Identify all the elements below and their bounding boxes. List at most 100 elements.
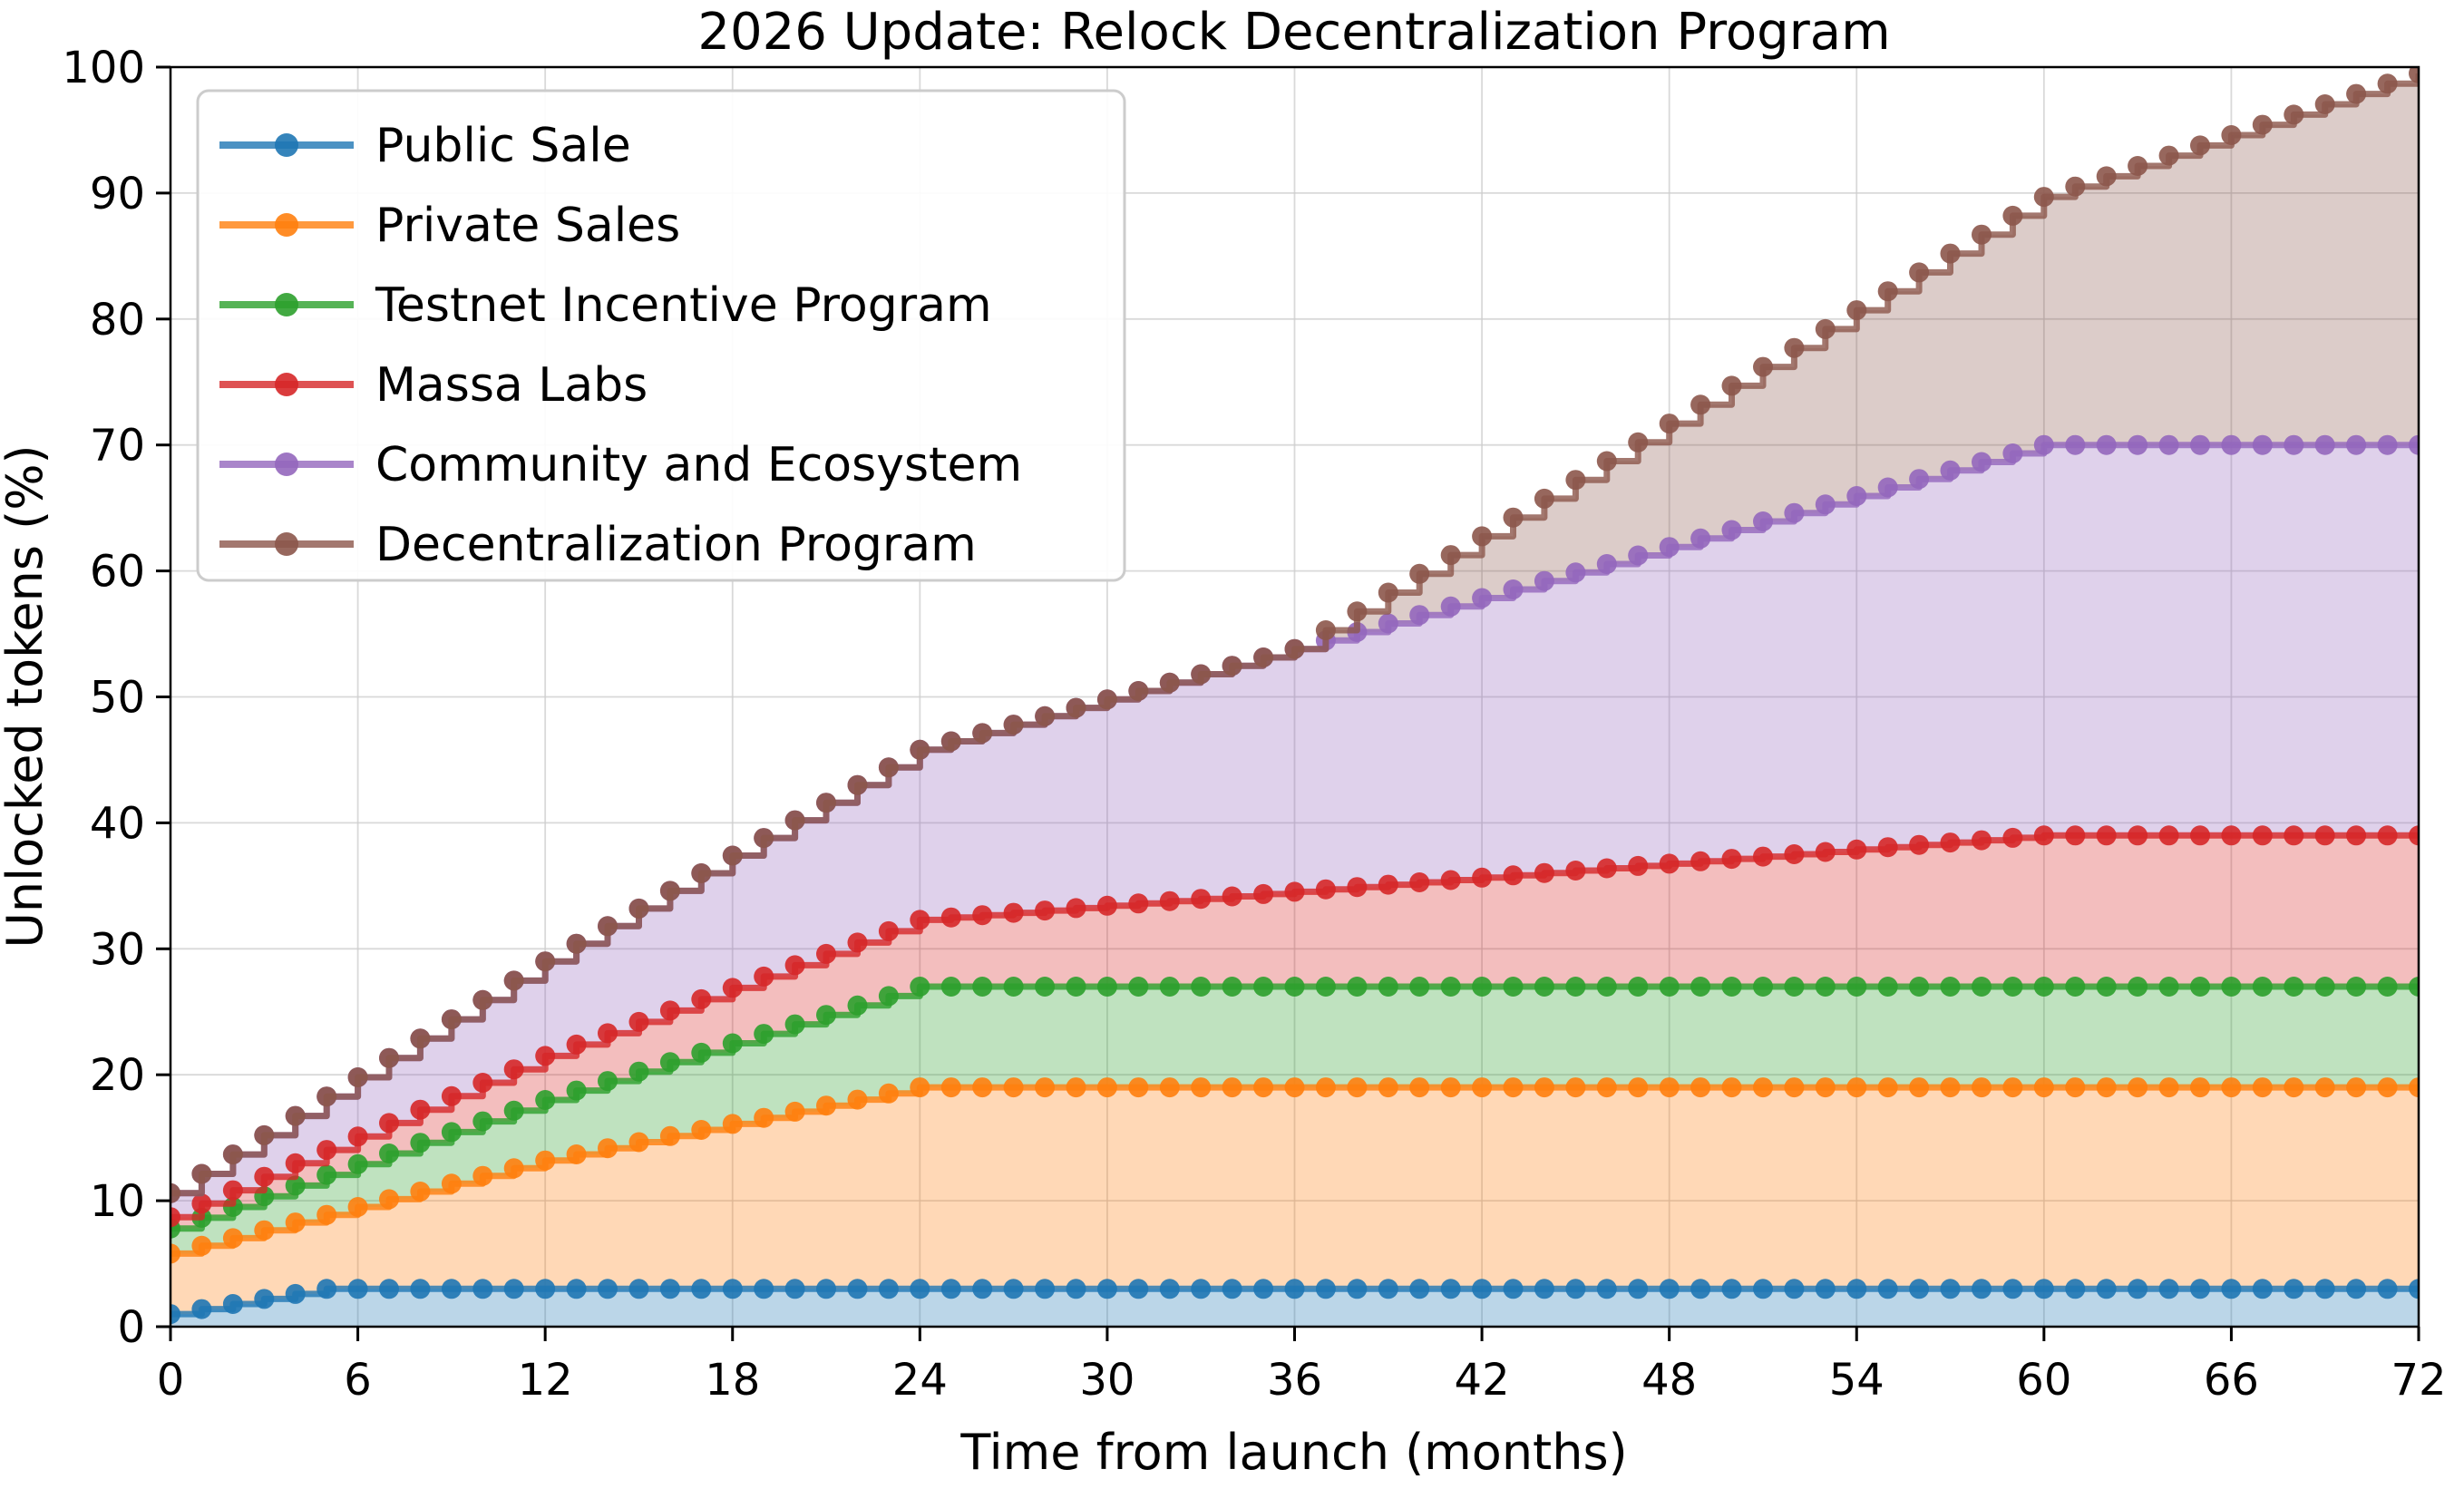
- data-point: [2252, 977, 2273, 997]
- series-public-sale: [170, 1279, 2419, 1325]
- data-point: [1284, 881, 1305, 902]
- legend: Public Sale Private Sales Testnet Incentiv…: [196, 89, 1126, 582]
- data-point: [1347, 601, 1368, 622]
- legend-label: Public Sale: [375, 119, 631, 173]
- data-point: [222, 1228, 243, 1249]
- x-tick-label: 6: [344, 1355, 372, 1406]
- legend-marker-sample: [275, 133, 298, 157]
- data-point: [1128, 1279, 1149, 1299]
- data-point: [1222, 656, 1242, 676]
- data-point: [2002, 1279, 2023, 1299]
- y-tick-label: 70: [90, 421, 145, 472]
- legend-item-testnet-incentive-program: Testnet Incentive Program: [219, 278, 992, 333]
- data-point: [1284, 1279, 1305, 1299]
- data-point: [784, 1014, 805, 1035]
- data-point: [1690, 1279, 1711, 1299]
- data-point: [847, 774, 868, 795]
- x-axis-label: Time from launch (months): [959, 1424, 1627, 1481]
- x-tick-label: 36: [1267, 1355, 1322, 1406]
- markers-testnet-incentive-program: [170, 977, 2419, 1239]
- data-point: [2252, 1077, 2273, 1098]
- data-point: [1503, 1077, 1524, 1098]
- data-point: [2096, 434, 2117, 455]
- data-point: [2190, 1279, 2210, 1299]
- data-point: [2252, 1279, 2273, 1299]
- data-point: [566, 933, 587, 954]
- data-point: [659, 881, 680, 901]
- data-point: [659, 1000, 680, 1021]
- legend-marker-sample: [275, 373, 298, 396]
- data-point: [847, 995, 868, 1016]
- data-point: [1503, 977, 1524, 997]
- data-point: [2096, 1077, 2117, 1098]
- data-point: [628, 1132, 649, 1153]
- data-point: [222, 1180, 243, 1201]
- data-point: [2221, 1279, 2242, 1299]
- data-point: [1066, 1077, 1086, 1098]
- data-point: [1096, 895, 1117, 916]
- data-point: [1159, 1077, 1180, 1098]
- data-point: [1628, 1077, 1649, 1098]
- data-point: [1690, 1077, 1711, 1098]
- data-point: [1222, 886, 1242, 907]
- data-point: [2314, 977, 2335, 997]
- legend-item-private-sales: Private Sales: [219, 199, 680, 253]
- data-point: [285, 1175, 306, 1196]
- data-point: [1596, 1077, 1617, 1098]
- data-point: [1596, 1279, 1617, 1299]
- data-point: [2033, 1077, 2054, 1098]
- data-point: [441, 1085, 462, 1106]
- data-point: [254, 1289, 275, 1309]
- data-point: [1472, 977, 1493, 997]
- data-point: [222, 1294, 243, 1314]
- data-point: [1815, 842, 1836, 862]
- chart-title: 2026 Update: Relock Decentralization Pro…: [697, 3, 1890, 62]
- markers-massa-labs: [170, 825, 2419, 1228]
- data-point: [2033, 977, 2054, 997]
- data-point: [1690, 977, 1711, 997]
- data-point: [566, 1034, 587, 1055]
- x-tick-label: 30: [1079, 1355, 1135, 1406]
- data-point: [1815, 318, 1836, 339]
- data-point: [1191, 889, 1212, 910]
- x-tick-label: 42: [1455, 1355, 1510, 1406]
- data-point: [628, 898, 649, 919]
- data-point: [1565, 562, 1586, 583]
- data-point: [2128, 825, 2148, 846]
- data-point: [1253, 883, 1274, 904]
- data-point: [1784, 1279, 1805, 1299]
- data-point: [535, 1090, 556, 1110]
- data-point: [1378, 582, 1398, 603]
- data-point: [472, 1279, 493, 1299]
- data-point: [910, 739, 930, 760]
- data-point: [2128, 434, 2148, 455]
- data-point: [503, 970, 524, 991]
- data-point: [1721, 1077, 1742, 1098]
- data-point: [1003, 902, 1024, 923]
- x-tick-label: 18: [705, 1355, 760, 1406]
- data-point: [1628, 855, 1649, 876]
- legend-item-community-and-ecosystem: Community and Ecosystem: [219, 438, 1022, 492]
- data-point: [691, 863, 712, 883]
- data-point: [691, 1279, 712, 1299]
- data-point: [2033, 187, 2054, 208]
- data-point: [1003, 977, 1024, 997]
- data-point: [1972, 452, 1992, 472]
- data-point: [285, 1105, 306, 1126]
- data-point: [1628, 1279, 1649, 1299]
- data-point: [1753, 846, 1773, 867]
- data-point: [2065, 1077, 2086, 1098]
- data-point: [2252, 825, 2273, 846]
- markers-private-sales: [170, 1077, 2419, 1264]
- data-point: [1815, 494, 1836, 515]
- data-point: [1753, 511, 1773, 531]
- data-point: [722, 978, 743, 998]
- data-point: [2314, 94, 2335, 114]
- data-point: [1409, 872, 1430, 892]
- data-point: [2096, 825, 2117, 846]
- data-point: [1596, 858, 1617, 879]
- data-point: [1784, 337, 1805, 358]
- data-point: [1003, 1279, 1024, 1299]
- data-point: [566, 1279, 587, 1299]
- legend-marker-sample: [275, 532, 298, 556]
